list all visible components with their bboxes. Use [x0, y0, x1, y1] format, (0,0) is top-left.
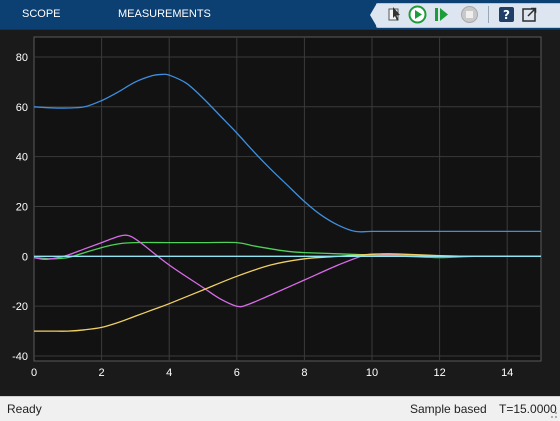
tab-measurements[interactable]: MEASUREMENTS	[118, 8, 211, 20]
step-forward-icon[interactable]	[432, 5, 451, 24]
x-tick-label: 8	[301, 367, 307, 379]
toolbar-separator	[488, 6, 489, 23]
signal-line-1	[33, 73, 541, 233]
axes-background	[33, 36, 542, 362]
undock-icon[interactable]	[520, 5, 539, 24]
highlight-simulink-block-icon[interactable]	[386, 5, 405, 24]
status-bar: Ready Sample based T=15.0000	[0, 396, 560, 421]
x-tick-label: 0	[31, 367, 37, 379]
y-tick-label: 80	[16, 52, 28, 64]
toolstrip: SCOPE MEASUREMENTS	[0, 0, 560, 30]
x-tick-label: 6	[234, 367, 240, 379]
y-tick-label: 0	[22, 251, 28, 263]
y-tick-label: 40	[16, 152, 28, 164]
y-tick-label: -20	[12, 301, 28, 313]
svg-text:?: ?	[503, 8, 510, 22]
tick-labels: 0 2 4 6 8 10 12 14 -40 -20 0 20 40 60 80	[12, 52, 513, 379]
status-simulation-time: T=15.0000	[499, 402, 557, 416]
resize-grip-icon[interactable]	[548, 409, 558, 419]
y-tick-label: 20	[16, 201, 28, 213]
x-tick-label: 12	[433, 367, 445, 379]
help-icon[interactable]: ?	[497, 5, 516, 24]
status-sample-mode: Sample based	[410, 402, 487, 416]
run-icon[interactable]	[408, 5, 427, 24]
tab-scope[interactable]: SCOPE	[22, 8, 61, 20]
signal-line-4	[34, 253, 541, 332]
signal-line-3	[33, 234, 541, 308]
quick-access-toolbar: ?	[370, 3, 560, 28]
scope-chart[interactable]: 0 2 4 6 8 10 12 14 -40 -20 0 20 40 60 80	[0, 30, 560, 396]
y-tick-label: -40	[12, 351, 28, 363]
x-tick-label: 4	[166, 367, 172, 379]
x-tick-label: 14	[501, 367, 513, 379]
y-tick-label: 60	[16, 102, 28, 114]
signal-line-2	[33, 241, 541, 260]
status-ready: Ready	[7, 402, 42, 416]
scope-plot-area[interactable]: 0 2 4 6 8 10 12 14 -40 -20 0 20 40 60 80	[0, 30, 560, 396]
quick-access-notch	[370, 3, 377, 27]
x-tick-label: 2	[99, 367, 105, 379]
x-tick-label: 10	[366, 367, 378, 379]
series-lines	[33, 73, 541, 332]
stop-icon[interactable]	[460, 5, 479, 24]
